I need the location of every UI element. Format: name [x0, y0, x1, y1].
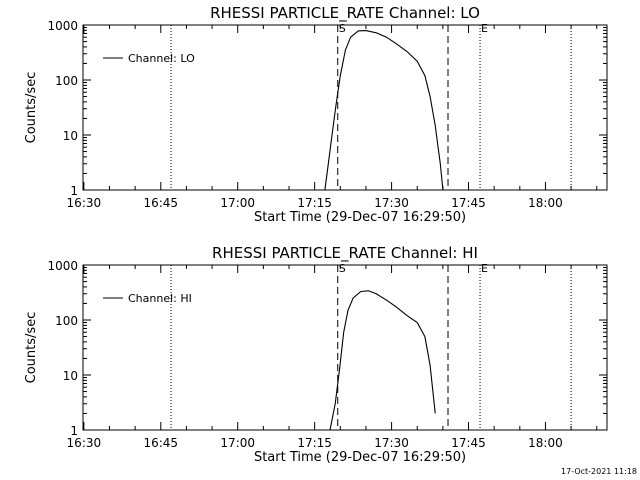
panel-1-legend-label: Channel: LO — [128, 52, 195, 65]
panel-2-x-tick-label: 17:00 — [220, 436, 255, 450]
panel-1-x-axis-label: Start Time (29-Dec-07 16:29:50) — [254, 210, 466, 225]
panel-1-x-tick-label: 17:15 — [297, 196, 332, 210]
panel-1-y-tick-label: 1000 — [47, 19, 78, 33]
panel-2-x-tick-label: 17:30 — [374, 436, 409, 450]
panel-2-y-tick-label: 100 — [55, 314, 78, 328]
panel-1-x-tick-label: 16:45 — [143, 196, 178, 210]
panel-1-x-tick-label: 17:00 — [220, 196, 255, 210]
panel-1-x-tick-label: 18:00 — [528, 196, 563, 210]
panel-2-plot-frame — [82, 264, 608, 431]
panel-2-marker-label: S — [339, 262, 346, 275]
panel-2-y-tick-label: 10 — [63, 369, 78, 383]
footer-timestamp: 17-Oct-2021 11:18 — [561, 467, 637, 476]
panel-2-series-line-0 — [329, 290, 436, 431]
panel-1-chart-title: RHESSI PARTICLE_RATE Channel: LO — [210, 4, 480, 23]
panel-2-x-axis-label: Start Time (29-Dec-07 16:29:50) — [254, 450, 466, 465]
panel-2-x-tick-label: 17:15 — [297, 436, 332, 450]
panel-1-series-line-0 — [324, 30, 444, 191]
panel-1-marker-label: E — [481, 22, 488, 35]
panel-2-x-tick-label: 16:45 — [143, 436, 178, 450]
panel-1-x-tick-label: 17:45 — [451, 196, 486, 210]
panel-1-y-axis-label: Counts/sec — [24, 72, 39, 144]
panel-1-y-tick-label: 1 — [70, 184, 78, 198]
panel-2-legend-label: Channel: HI — [128, 292, 192, 305]
panel-2-x-tick-label: 18:00 — [528, 436, 563, 450]
panel-1-x-tick-label: 16:30 — [67, 196, 102, 210]
panel-1-y-tick-label: 100 — [55, 74, 78, 88]
panel-2-y-axis-label: Counts/sec — [24, 312, 39, 384]
panel-2-marker-label: E — [481, 262, 488, 275]
panel-2-y-tick-label: 1000 — [47, 259, 78, 273]
panel-2-chart-title: RHESSI PARTICLE_RATE Channel: HI — [212, 244, 478, 263]
panel-2-x-tick-label: 17:45 — [451, 436, 486, 450]
panel-1-y-tick-label: 10 — [63, 129, 78, 143]
panel-2-x-tick-label: 16:30 — [67, 436, 102, 450]
panel-1-plot-frame — [82, 24, 608, 191]
panel-1-marker-label: S — [339, 22, 346, 35]
panel-1-x-tick-label: 17:30 — [374, 196, 409, 210]
panel-2-y-tick-label: 1 — [70, 424, 78, 438]
